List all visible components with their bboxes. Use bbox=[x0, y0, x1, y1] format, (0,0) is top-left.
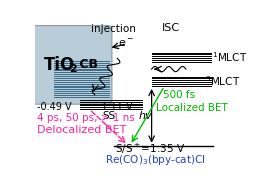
Text: $^1$MLCT: $^1$MLCT bbox=[212, 50, 247, 64]
Text: ISC: ISC bbox=[162, 23, 180, 33]
Text: CB: CB bbox=[75, 58, 98, 71]
Text: injection: injection bbox=[91, 24, 135, 34]
Text: 500 fs: 500 fs bbox=[163, 91, 196, 100]
Text: Localized BET: Localized BET bbox=[156, 103, 228, 113]
Text: hv: hv bbox=[138, 111, 152, 121]
Text: $^3$MLCT: $^3$MLCT bbox=[205, 74, 241, 88]
Text: 4 ps, 50 ps, > 1 ns: 4 ps, 50 ps, > 1 ns bbox=[37, 113, 135, 123]
Text: e$^-$: e$^-$ bbox=[118, 38, 134, 49]
FancyBboxPatch shape bbox=[32, 26, 112, 104]
Text: S/S$^+$=1.35 V: S/S$^+$=1.35 V bbox=[115, 142, 185, 156]
Text: SS: SS bbox=[102, 112, 115, 122]
Text: -0.49 V: -0.49 V bbox=[37, 102, 71, 112]
Text: Delocalized BET: Delocalized BET bbox=[37, 125, 126, 135]
Text: TiO: TiO bbox=[44, 56, 76, 74]
Text: 2: 2 bbox=[70, 64, 77, 74]
Text: -1.11 V: -1.11 V bbox=[98, 102, 133, 112]
Text: Re(CO)$_3$(bpy-cat)Cl: Re(CO)$_3$(bpy-cat)Cl bbox=[106, 153, 206, 167]
